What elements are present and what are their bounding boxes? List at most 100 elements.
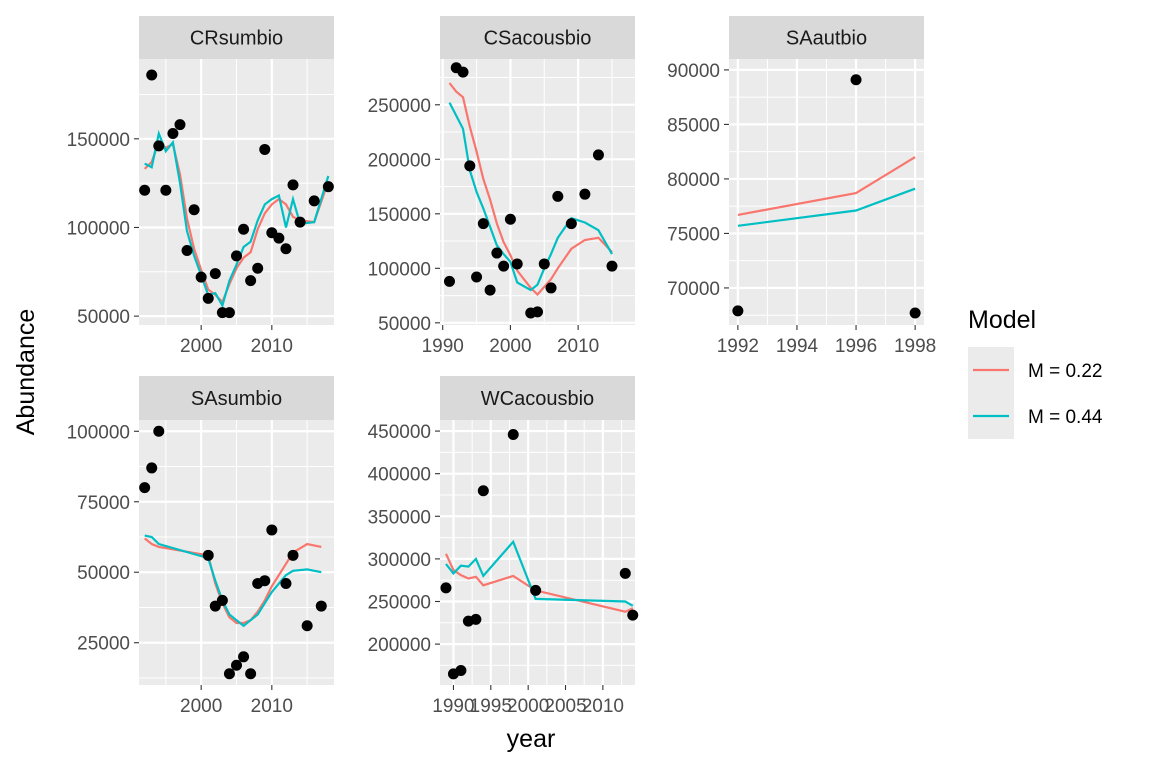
observed-point [238, 223, 250, 235]
x-tick-label: 1990 [422, 336, 464, 357]
x-tick-label: 1996 [835, 336, 877, 357]
strip-SAsumbio [139, 376, 334, 420]
observed-point [484, 284, 496, 296]
strip-label-CSacousbio: CSacousbio [484, 28, 592, 50]
observed-point [231, 659, 242, 671]
observed-point [511, 258, 523, 270]
observed-point [457, 66, 469, 78]
observed-point [627, 609, 639, 621]
x-tick-label: 2010 [251, 696, 293, 717]
panel-background-WCacousbio [440, 420, 635, 685]
series-line-m044 [445, 539, 634, 607]
x-tick-label: 1994 [776, 336, 819, 357]
observed-point [538, 258, 550, 270]
observed-point [245, 668, 257, 680]
observed-point [532, 306, 543, 318]
observed-point [181, 245, 193, 257]
observed-point [223, 307, 235, 319]
observed-point [443, 275, 455, 287]
x-tick-label: 1992 [717, 336, 759, 357]
observed-point [259, 575, 271, 587]
observed-point [470, 613, 482, 625]
strip-label-CRsumbio: CRsumbio [190, 28, 283, 50]
observed-point [565, 218, 577, 230]
observed-point [195, 271, 207, 283]
observed-point [280, 578, 292, 590]
observed-point [471, 271, 483, 283]
strip-WCacousbio [440, 376, 635, 420]
observed-point [322, 181, 334, 193]
strip-SAautbio [729, 16, 924, 59]
x-tick-label: 1998 [894, 336, 936, 357]
observed-point [530, 584, 542, 596]
observed-point [167, 127, 179, 139]
strip-label-SAautbio: SAautbio [786, 28, 867, 50]
observed-point [139, 184, 151, 196]
y-tick-label: 70000 [667, 279, 720, 300]
observed-point [287, 549, 299, 561]
series-line-m044 [144, 534, 322, 628]
observed-point [252, 262, 264, 274]
observed-point [287, 179, 299, 191]
y-tick-label: 50000 [77, 563, 130, 584]
observed-point [592, 149, 604, 161]
y-tick-label: 350000 [368, 507, 431, 528]
observed-point [301, 620, 313, 632]
legend-label-2: M = 0.44 [1028, 407, 1103, 428]
x-tick-label: 1995 [470, 696, 512, 717]
x-tick-label: 1990 [432, 696, 474, 717]
y-tick-label: 75000 [667, 224, 720, 245]
x-tick-label: 2000 [507, 696, 549, 717]
y-tick-label: 50000 [77, 307, 130, 328]
x-tick-label: 2010 [557, 336, 599, 357]
observed-point [909, 307, 921, 319]
x-tick-label: 2010 [582, 696, 624, 717]
y-tick-label: 75000 [77, 493, 130, 514]
x-tick-label: 2000 [180, 696, 222, 717]
observed-point [464, 160, 476, 172]
y-tick-label: 150000 [368, 205, 431, 226]
y-tick-label: 85000 [667, 115, 720, 136]
series-line-m022 [737, 156, 916, 216]
x-tick-label: 2000 [489, 336, 531, 357]
observed-point [308, 195, 320, 207]
y-tick-label: 400000 [368, 465, 431, 486]
panel-SAautbio: SAautbio 1992 1994 1996 1998 70000 75000 80000 8… [667, 16, 936, 357]
observed-point [545, 282, 557, 294]
observed-point [491, 247, 503, 259]
observed-point [579, 188, 591, 200]
observed-point [259, 143, 271, 155]
observed-point [202, 549, 214, 561]
observed-point [280, 243, 292, 255]
observed-point [850, 74, 862, 86]
observed-point [498, 260, 510, 272]
observed-point [606, 260, 618, 272]
y-axis-title: Abundance [12, 309, 40, 436]
strip-label-SAsumbio: SAsumbio [191, 388, 282, 410]
observed-point [153, 425, 165, 437]
series-line-m044 [144, 129, 330, 309]
strip-CRsumbio [139, 16, 334, 59]
observed-point [238, 651, 250, 663]
y-tick-label: 450000 [368, 422, 431, 443]
observed-point [507, 428, 519, 440]
observed-point [146, 462, 158, 474]
legend-label-1: M = 0.22 [1028, 361, 1102, 382]
strip-CSacousbio [440, 16, 635, 59]
panel-CSacousbio: CSacousbio 1990 2000 2010 50000 100000 150000 2… [368, 16, 635, 357]
x-tick-label: 2005 [544, 696, 586, 717]
y-tick-label: 150000 [67, 130, 130, 151]
observed-point [174, 119, 186, 131]
observed-point [732, 305, 744, 317]
y-tick-label: 80000 [667, 170, 720, 191]
y-tick-label: 90000 [667, 61, 720, 82]
observed-point [266, 524, 278, 536]
observed-point [209, 268, 221, 280]
y-tick-label: 200000 [368, 150, 431, 171]
y-tick-label: 25000 [77, 634, 130, 655]
observed-point [619, 567, 631, 579]
observed-point [139, 482, 151, 494]
observed-point [231, 250, 242, 262]
